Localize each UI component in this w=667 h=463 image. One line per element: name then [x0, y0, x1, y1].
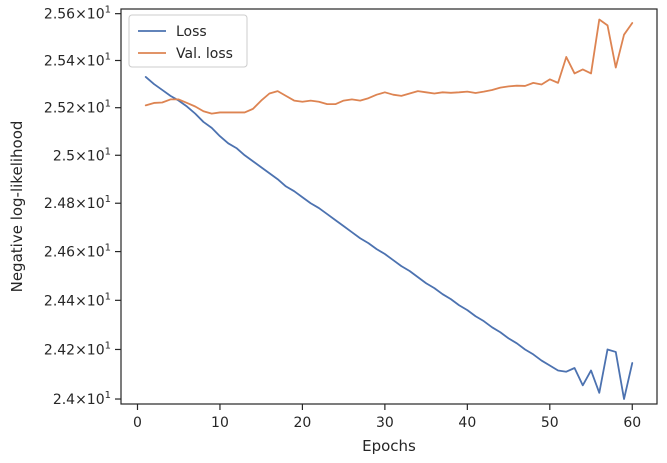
legend-label-loss: Loss: [176, 24, 207, 40]
y-tick-label: 2.54×101: [44, 51, 111, 69]
x-tick-label: 0: [133, 415, 142, 431]
y-axis-ticks: 2.4×101 2.42×101 2.44×101 2.46×101 2.48×101 2…: [44, 5, 121, 408]
x-tick-label: 40: [458, 415, 476, 431]
x-tick-label: 20: [294, 415, 312, 431]
x-axis-ticks: 0 10 20 30 40 50 60: [133, 404, 641, 431]
y-tick-label: 2.5×101: [53, 146, 111, 164]
series-lines: [144, 18, 634, 400]
x-tick-label: 50: [541, 415, 559, 431]
plot-frame: [120, 8, 658, 405]
y-tick-label: 2.56×101: [44, 5, 111, 23]
y-tick-label: 2.52×101: [44, 99, 111, 117]
y-tick-label: 2.44×101: [44, 291, 111, 309]
y-tick-label: 2.42×101: [44, 340, 111, 358]
x-tick-label: 60: [623, 415, 641, 431]
y-tick-label: 2.46×101: [44, 243, 111, 261]
legend-label-val-loss: Val. loss: [176, 46, 233, 62]
y-tick-label: 2.4×101: [53, 390, 111, 408]
x-axis-label: Epochs: [362, 437, 416, 455]
x-tick-label: 30: [376, 415, 394, 431]
series-line-val-loss: [144, 18, 634, 115]
legend-box: [128, 14, 248, 68]
y-axis-label: Negative log-likelihood: [8, 121, 26, 293]
series-line-loss: [144, 76, 634, 400]
legend: Loss Val. loss: [128, 14, 248, 68]
x-tick-label: 10: [211, 415, 229, 431]
y-tick-label: 2.48×101: [44, 194, 111, 212]
